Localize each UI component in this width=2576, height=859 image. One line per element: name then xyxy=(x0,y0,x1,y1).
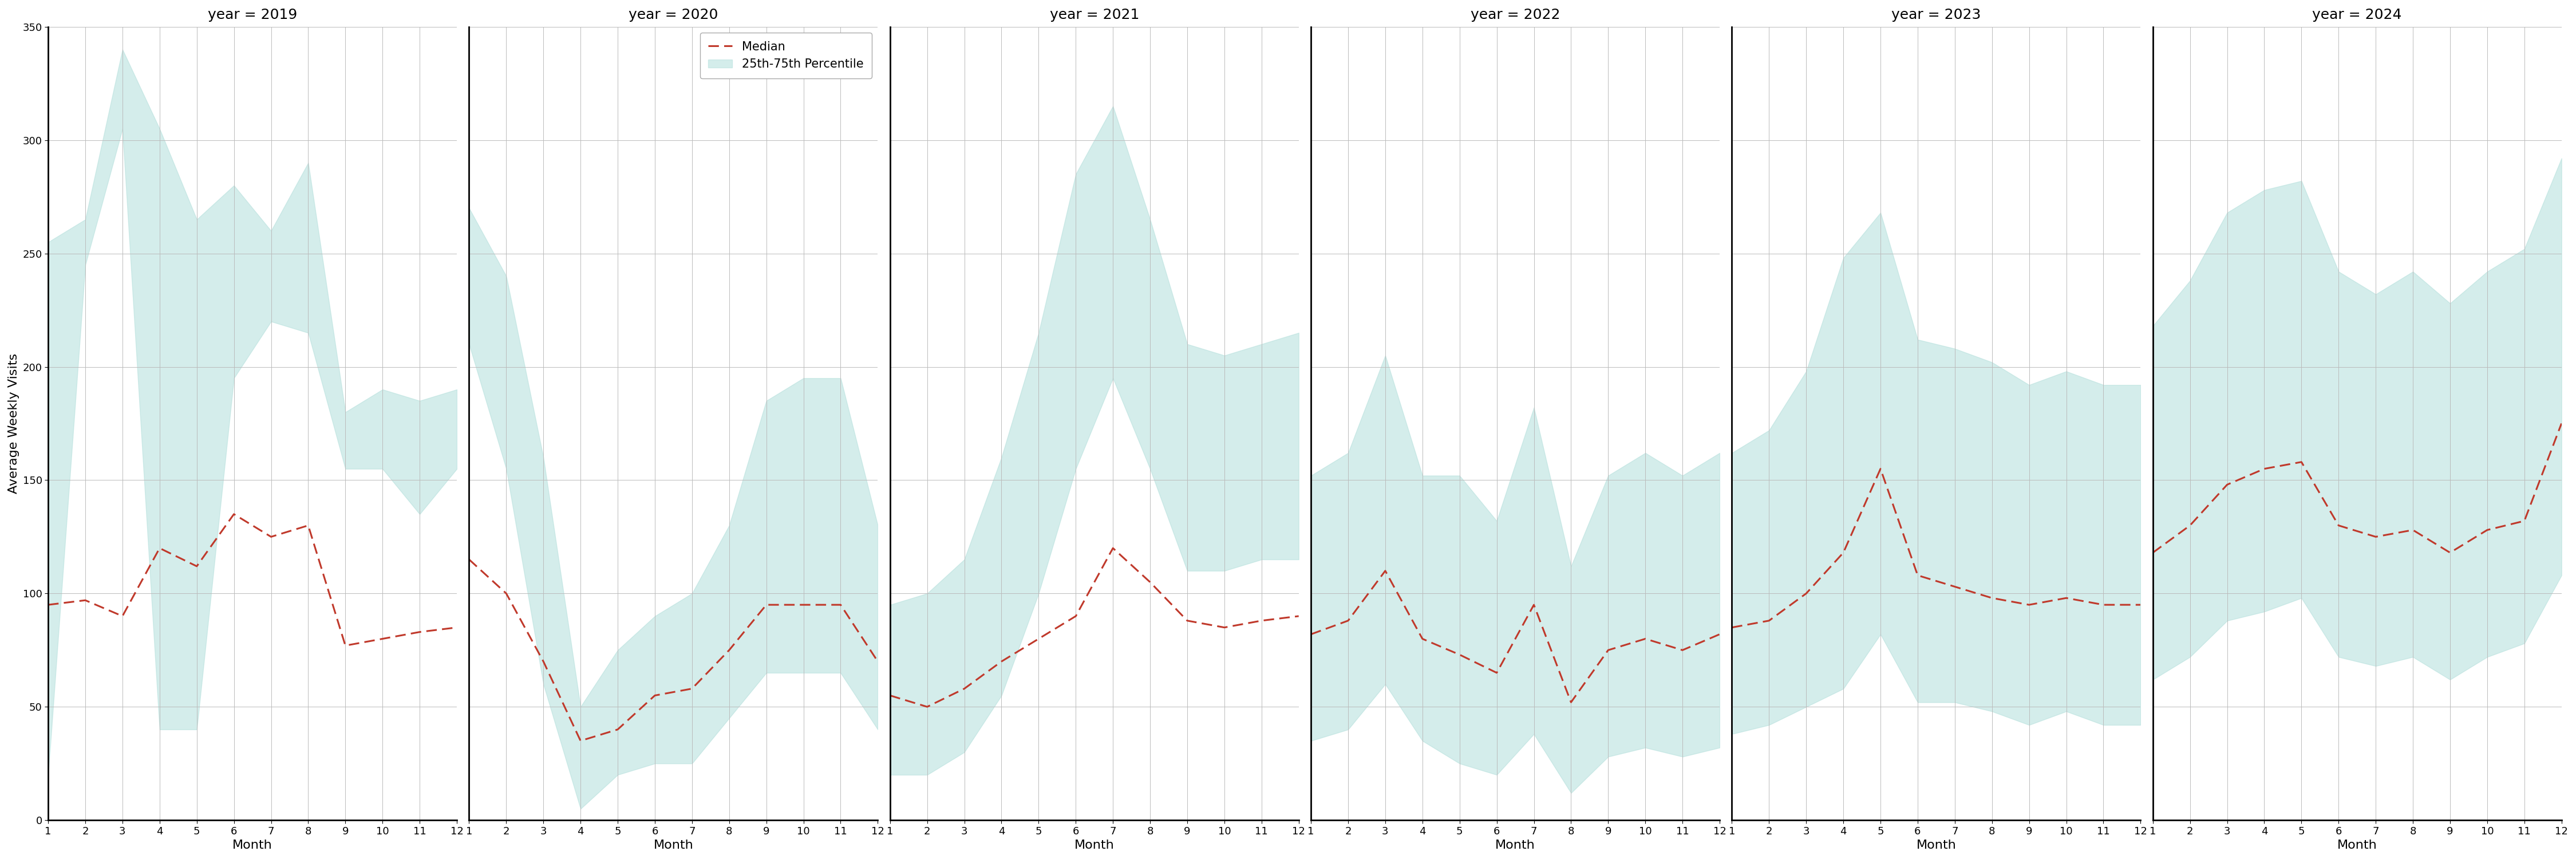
Median xyxy=(1445,649,1476,660)
Median xyxy=(330,641,361,651)
Line: Median: Median xyxy=(49,515,456,646)
Title: year = 2021: year = 2021 xyxy=(1048,8,1139,21)
Median xyxy=(714,645,744,655)
Median xyxy=(1592,645,1623,655)
Median xyxy=(677,684,708,694)
Median xyxy=(1556,698,1587,708)
Median xyxy=(2360,532,2391,542)
Median xyxy=(294,521,325,531)
Median xyxy=(1097,543,1128,553)
Median xyxy=(1247,616,1278,626)
Median xyxy=(2545,418,2576,429)
Legend: Median, 25th-75th Percentile: Median, 25th-75th Percentile xyxy=(701,33,871,78)
Median xyxy=(2125,600,2156,610)
Median xyxy=(2285,457,2316,467)
Median xyxy=(1631,634,1662,644)
Median xyxy=(750,600,781,610)
Median xyxy=(440,622,471,632)
Median xyxy=(2174,521,2205,531)
Line: Median: Median xyxy=(891,548,1298,707)
Median xyxy=(1133,577,1164,588)
Median xyxy=(2249,464,2280,474)
X-axis label: Month: Month xyxy=(2336,839,2378,851)
Median xyxy=(1370,565,1401,576)
X-axis label: Month: Month xyxy=(1917,839,1955,851)
Median xyxy=(404,627,435,637)
Median xyxy=(1208,622,1239,632)
Median xyxy=(824,600,855,610)
Median xyxy=(2213,479,2244,490)
Median xyxy=(1940,582,1971,592)
Median xyxy=(180,561,211,571)
Title: year = 2020: year = 2020 xyxy=(629,8,719,21)
Line: Median: Median xyxy=(2154,423,2561,552)
Median xyxy=(1865,464,1896,474)
Median xyxy=(876,691,907,701)
Median xyxy=(1332,616,1363,626)
Median xyxy=(33,600,64,610)
Median xyxy=(1296,629,1327,639)
Median xyxy=(2089,600,2120,610)
Median xyxy=(1172,616,1203,626)
Median xyxy=(366,634,397,644)
Median xyxy=(2473,525,2504,535)
Title: year = 2024: year = 2024 xyxy=(2313,8,2401,21)
Median xyxy=(2509,515,2540,526)
Median xyxy=(1406,634,1437,644)
Median xyxy=(1705,629,1736,639)
Median xyxy=(1517,600,1548,610)
Median xyxy=(1716,622,1747,632)
Line: Median: Median xyxy=(1311,570,1721,703)
Median xyxy=(1754,616,1785,626)
Median xyxy=(1667,645,1698,655)
Median xyxy=(948,684,979,694)
Title: year = 2022: year = 2022 xyxy=(1471,8,1561,21)
Line: Median: Median xyxy=(469,559,878,740)
Median xyxy=(1481,667,1512,678)
Median xyxy=(2014,600,2045,610)
Median xyxy=(788,600,819,610)
Median xyxy=(492,588,523,599)
Median xyxy=(1283,611,1314,621)
Median xyxy=(2324,521,2354,531)
Median xyxy=(1976,593,2007,603)
Median xyxy=(1023,634,1054,644)
X-axis label: Month: Month xyxy=(654,839,693,851)
Title: year = 2019: year = 2019 xyxy=(209,8,296,21)
Median xyxy=(255,532,286,542)
Median xyxy=(1829,547,1860,557)
Median xyxy=(1901,570,1932,581)
Y-axis label: Average Weekly Visits: Average Weekly Visits xyxy=(8,353,21,494)
Median xyxy=(219,509,250,520)
Median xyxy=(1790,588,1821,599)
Median xyxy=(2138,547,2169,557)
Median xyxy=(2434,547,2465,557)
Median xyxy=(144,543,175,553)
Median xyxy=(2398,525,2429,535)
X-axis label: Month: Month xyxy=(232,839,273,851)
X-axis label: Month: Month xyxy=(1494,839,1535,851)
Median xyxy=(1061,611,1092,621)
Title: year = 2023: year = 2023 xyxy=(1891,8,1981,21)
Median xyxy=(912,702,943,712)
X-axis label: Month: Month xyxy=(1074,839,1115,851)
Line: Median: Median xyxy=(1731,469,2141,627)
Median xyxy=(2050,593,2081,603)
Median xyxy=(564,735,595,746)
Median xyxy=(863,656,894,667)
Median xyxy=(639,691,670,701)
Median xyxy=(108,611,139,621)
Median xyxy=(603,724,634,734)
Median xyxy=(987,656,1018,667)
Median xyxy=(528,656,559,667)
Median xyxy=(70,595,100,606)
Median xyxy=(453,554,484,564)
